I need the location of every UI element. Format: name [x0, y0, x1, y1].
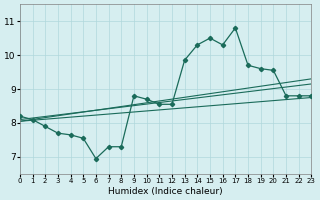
X-axis label: Humidex (Indice chaleur): Humidex (Indice chaleur): [108, 187, 223, 196]
